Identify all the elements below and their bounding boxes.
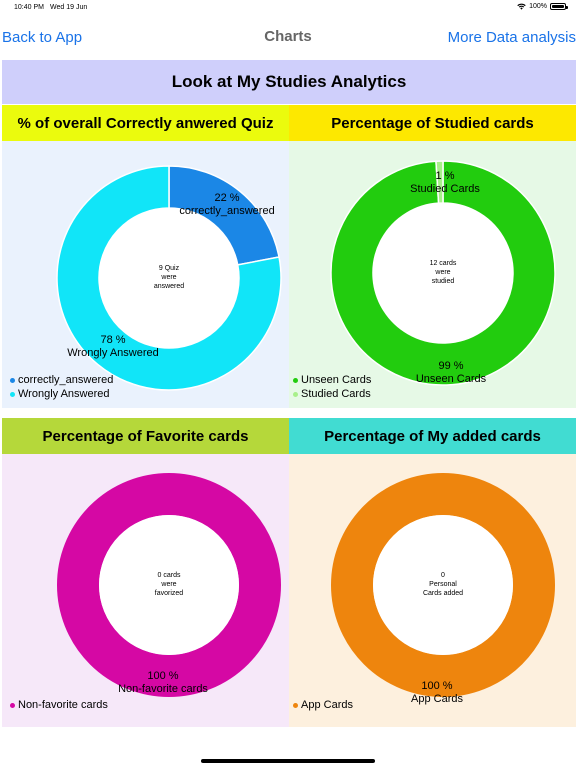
donut-hole	[99, 208, 239, 348]
chart-header: % of overall Correctly anwered Quiz	[2, 105, 289, 141]
chart-header: Percentage of My added cards	[289, 418, 576, 454]
legend-dot-icon	[293, 391, 298, 397]
analytics-banner: Look at My Studies Analytics	[2, 60, 576, 104]
legend-label: Wrongly Answered	[18, 388, 110, 400]
back-to-app-button[interactable]: Back to App	[2, 29, 83, 46]
slice-data-label: 22 % correctly_answered	[179, 192, 275, 217]
donut-center-text: 0 Personal Cards added	[422, 572, 464, 597]
legend-dot-icon	[293, 702, 298, 708]
donut-center-text: 0 cards were favorized	[154, 572, 184, 597]
slice-data-label: 100 % App Cards	[411, 680, 463, 705]
chart-panel: 12 cards were studied 1 % Studied Cards 99 % U…	[289, 141, 576, 408]
slice-data-label: 99 % Unseen Cards	[415, 360, 487, 385]
slice-data-label: 78 % Wrongly Answered	[67, 334, 159, 359]
more-data-analysis-button[interactable]: More Data analysis	[447, 29, 576, 46]
legend-label: correctly_answered	[18, 374, 114, 386]
donut-hole	[99, 515, 239, 655]
legend-label: Studied Cards	[301, 388, 371, 400]
legend-label: App Cards	[301, 699, 353, 711]
legend-label: Unseen Cards	[301, 374, 372, 386]
chart-legend: Unseen Cards Studied Cards	[293, 373, 371, 401]
donut-chart	[57, 473, 281, 697]
donut-chart	[56, 165, 282, 391]
status-right: 100%	[517, 3, 568, 10]
chart-panel: 0 Personal Cards added 100 % App Cards App Ca…	[289, 454, 576, 727]
slice-data-label: 100 % Non-favorite cards	[118, 670, 208, 695]
banner-title: Look at My Studies Analytics	[171, 72, 407, 91]
chart-header: Percentage of Favorite cards	[2, 418, 289, 454]
donut-hole	[373, 515, 513, 655]
home-indicator[interactable]	[201, 759, 375, 763]
donut-center-text: 12 cards were studied	[429, 260, 457, 285]
legend-dot-icon	[10, 377, 15, 383]
donut-hole	[373, 203, 513, 343]
chart-panel: 0 cards were favorized 100 % Non-favorite ca…	[2, 454, 289, 727]
status-time: 10:40 PM	[14, 4, 44, 11]
slice-data-label: 1 % Studied Cards	[410, 170, 480, 195]
donut-center-text: 9 Quiz were answered	[153, 265, 185, 290]
status-bar: 10:40 PM Wed 19 Jun 100%	[0, 0, 576, 18]
battery-icon	[550, 3, 568, 10]
status-date: Wed 19 Jun	[50, 4, 88, 11]
legend-item[interactable]: Studied Cards	[293, 387, 371, 401]
donut-slice-app-cards[interactable]	[331, 473, 555, 697]
legend-dot-icon	[10, 391, 15, 397]
donut-chart	[331, 473, 555, 697]
battery-percent: 100%	[529, 3, 547, 10]
chart-legend: correctly_answered Wrongly Answered	[10, 373, 113, 401]
chart-legend: Non-favorite cards	[10, 698, 108, 712]
chart-header: Percentage of Studied cards	[289, 105, 576, 141]
legend-item[interactable]: correctly_answered	[10, 373, 113, 387]
wifi-icon	[517, 3, 526, 10]
legend-item[interactable]: Wrongly Answered	[10, 387, 113, 401]
page-title: Charts	[264, 28, 312, 45]
legend-dot-icon	[293, 377, 298, 383]
navigation-bar: Back to App Charts More Data analysis	[0, 18, 576, 58]
legend-label: Non-favorite cards	[18, 699, 108, 711]
chart-legend: App Cards	[293, 698, 353, 712]
donut-chart	[330, 160, 556, 386]
legend-item[interactable]: Non-favorite cards	[10, 698, 108, 712]
donut-slice-non-favorite-cards[interactable]	[57, 473, 281, 697]
chart-panel: 9 Quiz were answered 22 % correctly_answered…	[2, 141, 289, 408]
legend-item[interactable]: Unseen Cards	[293, 373, 371, 387]
legend-dot-icon	[10, 702, 15, 708]
legend-item[interactable]: App Cards	[293, 698, 353, 712]
